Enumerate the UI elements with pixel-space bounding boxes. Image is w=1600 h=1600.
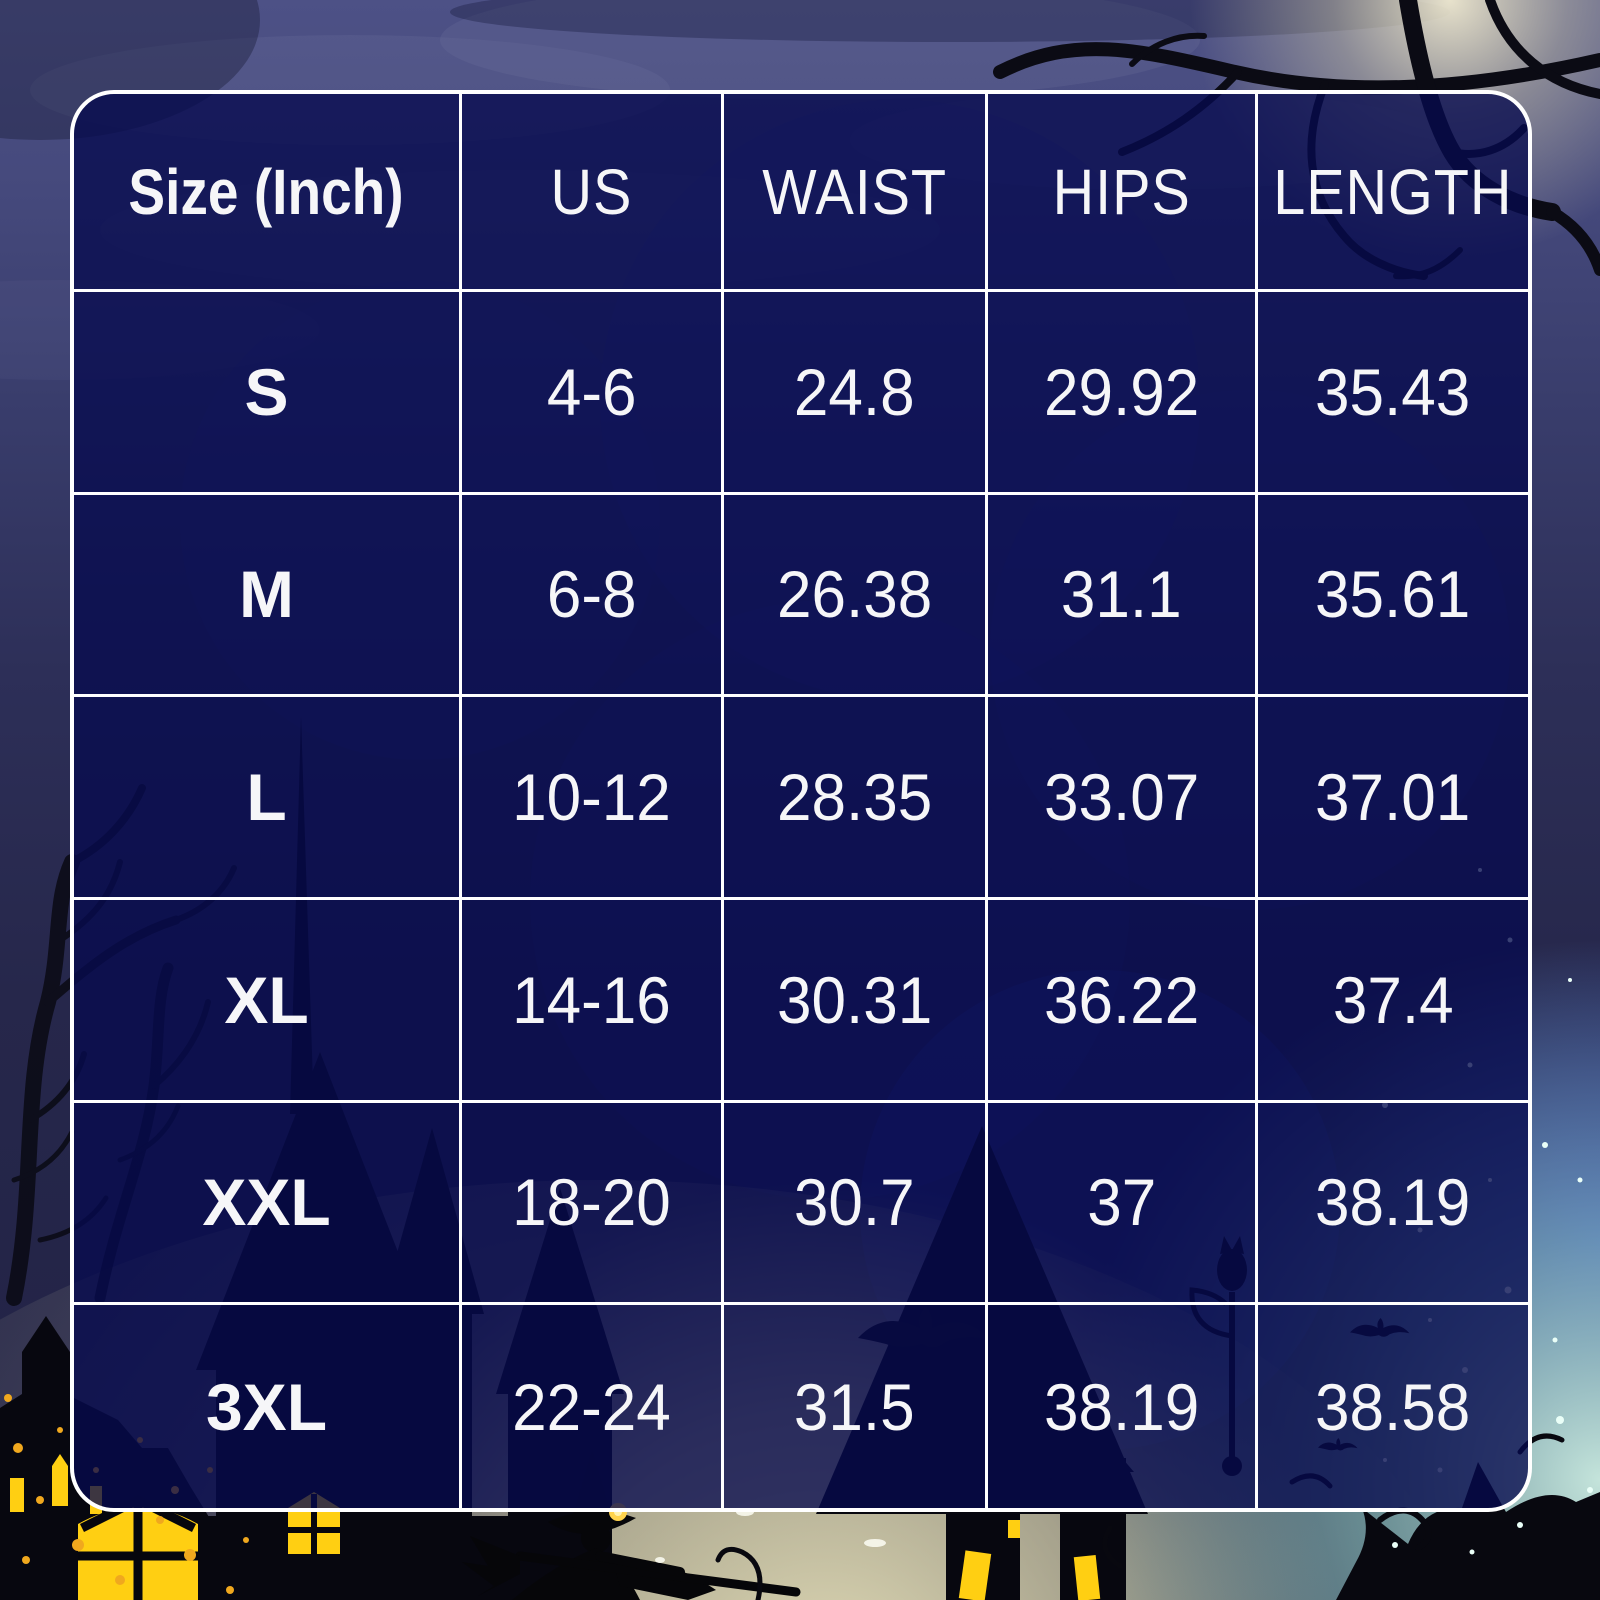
hips-value: 29.92 (1043, 354, 1200, 429)
length-cell: 37.4 (1258, 900, 1528, 1103)
waist-cell: 30.7 (724, 1102, 988, 1306)
us-value: 18-20 (512, 1165, 671, 1240)
length-value: 38.58 (1315, 1369, 1471, 1444)
hips-value: 37 (1086, 1165, 1157, 1240)
us-value: 6-8 (546, 557, 637, 632)
length-value: 35.61 (1315, 557, 1471, 632)
waist-value: 24.8 (794, 354, 915, 429)
size-cell: XL (74, 900, 462, 1103)
hips-value: 31.1 (1061, 557, 1182, 632)
column-header-size-label: Size (Inch) (128, 155, 405, 228)
size-label: L (246, 760, 287, 835)
length-cell: 35.61 (1258, 495, 1528, 698)
length-value: 38.19 (1315, 1165, 1471, 1240)
column-header-us-label: US (550, 155, 633, 228)
waist-cell: 24.8 (724, 292, 988, 495)
witch-icon (462, 1450, 801, 1600)
column-header-waist-label: WAIST (762, 155, 947, 228)
length-value: 37.4 (1332, 962, 1454, 1037)
waist-cell: 31.5 (724, 1305, 988, 1508)
hips-value: 38.19 (1043, 1369, 1200, 1444)
waist-cell: 30.31 (724, 900, 988, 1103)
us-value: 14-16 (512, 962, 671, 1037)
size-label: XL (224, 962, 309, 1037)
column-header-length: LENGTH (1258, 94, 1528, 292)
column-header-hips-label: HIPS (1052, 155, 1191, 228)
size-cell: M (74, 494, 462, 698)
hips-cell: 33.07 (988, 697, 1258, 900)
size-label: XXL (202, 1165, 331, 1240)
waist-value: 31.5 (794, 1369, 915, 1444)
size-cell: 3XL (74, 1305, 462, 1508)
size-cell: L (74, 697, 462, 900)
us-cell: 14-16 (462, 900, 724, 1103)
hips-value: 36.22 (1043, 962, 1200, 1037)
hips-cell: 37 (988, 1102, 1258, 1306)
waist-value: 26.38 (776, 557, 933, 632)
size-label: M (239, 557, 294, 632)
waist-value: 28.35 (776, 760, 933, 835)
size-chart-table: Size (Inch) US WAIST HIPS LENGTH S 4-6 2… (70, 90, 1532, 1512)
length-cell: 35.43 (1258, 292, 1528, 495)
column-header-us: US (462, 94, 724, 292)
waist-value: 30.31 (776, 962, 933, 1037)
us-value: 4-6 (546, 354, 637, 429)
length-value: 35.43 (1315, 354, 1471, 429)
waist-cell: 26.38 (724, 494, 988, 698)
column-header-hips: HIPS (988, 94, 1258, 292)
waist-value: 30.7 (794, 1165, 915, 1240)
length-cell: 37.01 (1258, 697, 1528, 900)
size-label: S (244, 354, 289, 429)
length-cell: 38.58 (1258, 1305, 1528, 1508)
hips-cell: 29.92 (988, 292, 1258, 495)
waist-cell: 28.35 (724, 697, 988, 900)
us-value: 22-24 (512, 1369, 671, 1444)
us-value: 10-12 (512, 760, 671, 835)
length-value: 37.01 (1315, 760, 1471, 835)
us-cell: 10-12 (462, 697, 724, 900)
column-header-size: Size (Inch) (74, 94, 462, 292)
size-cell: XXL (74, 1102, 462, 1306)
us-cell: 6-8 (462, 494, 724, 698)
us-cell: 4-6 (462, 292, 724, 495)
us-cell: 18-20 (462, 1102, 724, 1306)
size-cell: S (74, 292, 462, 495)
us-cell: 22-24 (462, 1305, 724, 1508)
size-label: 3XL (205, 1369, 328, 1444)
hips-value: 33.07 (1043, 760, 1200, 835)
hips-cell: 38.19 (988, 1305, 1258, 1508)
column-header-waist: WAIST (724, 94, 988, 292)
column-header-length-label: LENGTH (1273, 155, 1513, 228)
hips-cell: 36.22 (988, 900, 1258, 1103)
hips-cell: 31.1 (988, 494, 1258, 698)
length-cell: 38.19 (1258, 1103, 1528, 1306)
